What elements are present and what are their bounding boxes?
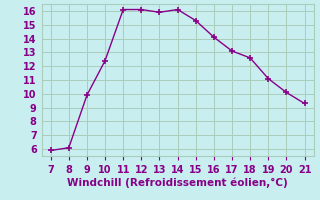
X-axis label: Windchill (Refroidissement éolien,°C): Windchill (Refroidissement éolien,°C) <box>67 178 288 188</box>
